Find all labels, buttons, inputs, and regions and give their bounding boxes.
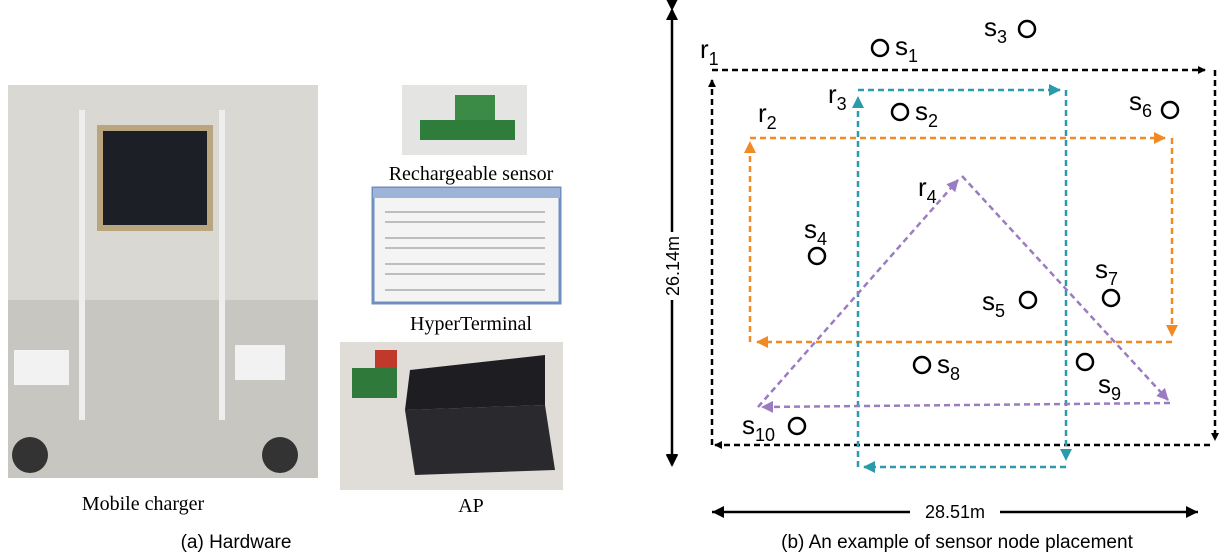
sensor-label-name: s — [804, 214, 817, 244]
route-label-index: 1 — [709, 49, 719, 69]
route-label-index: 2 — [767, 113, 777, 133]
sensor-node — [1162, 102, 1178, 118]
route-label-name: r — [918, 172, 927, 202]
sensor-node — [1020, 292, 1036, 308]
sensor-label-name: s — [1129, 86, 1142, 116]
sensor-label: s4 — [804, 214, 827, 249]
sensor-label-index: 1 — [908, 46, 918, 66]
subfigure-caption: (b) An example of sensor node placement — [781, 532, 1133, 553]
photo-caption: HyperTerminal — [410, 313, 532, 335]
sensor-label: s6 — [1129, 86, 1152, 121]
width-label: 28.51m — [925, 502, 985, 522]
sensor-label-name: s — [742, 410, 755, 440]
arrow-heads — [666, 8, 1198, 518]
photo-caption: AP — [458, 495, 484, 517]
sensor-label-index: 5 — [995, 301, 1005, 321]
sensor-node — [1103, 290, 1119, 306]
sensor-label-index: 7 — [1108, 269, 1118, 289]
sensor-label-name: s — [937, 349, 950, 379]
route-label: r2 — [758, 98, 777, 133]
route-label-name: r — [828, 79, 837, 109]
photo-hyperterminal — [373, 188, 560, 303]
sensor-node — [1019, 21, 1035, 37]
photo-mobile-charger — [8, 85, 318, 478]
sensor-label-name: s — [982, 286, 995, 316]
route-label: r1 — [700, 34, 719, 69]
photo-caption: Mobile charger — [82, 493, 205, 515]
sensor-label-index: 4 — [817, 229, 827, 249]
photo-caption: Rechargeable sensor — [389, 163, 554, 185]
route-label-name: r — [700, 34, 709, 64]
sensor-node — [789, 418, 805, 434]
sensor-label-name: s — [1095, 254, 1108, 284]
sensor-node — [914, 357, 930, 373]
height-label: 26.14m — [663, 236, 683, 296]
sensor-node — [809, 248, 825, 264]
photo-rechargeable-sensor — [402, 85, 527, 155]
sensor-label: s5 — [982, 286, 1005, 321]
sensor-node — [1077, 354, 1093, 370]
subfigure-caption: (a) Hardware — [181, 532, 292, 553]
sensor-label: s2 — [915, 96, 938, 131]
sensor-label: s9 — [1098, 369, 1121, 404]
sensor-label: s7 — [1095, 254, 1118, 289]
sensor-node — [872, 40, 888, 56]
sensor-label-name: s — [915, 96, 928, 126]
sensor-node — [892, 104, 908, 120]
sensor-label-index: 9 — [1111, 384, 1121, 404]
sensor-label: s8 — [937, 349, 960, 384]
sensor-label-name: s — [984, 12, 997, 42]
route-r1 — [712, 70, 1215, 445]
sensor-label: s10 — [742, 410, 775, 445]
route-label: r3 — [828, 79, 847, 114]
route-label-name: r — [758, 98, 767, 128]
figure: Mobile charger Rechargeable sensor Hyper… — [0, 0, 1229, 557]
route-r3 — [858, 90, 1066, 467]
route-label: r4 — [918, 172, 937, 207]
sensor-label: s1 — [895, 31, 918, 66]
route-label-index: 4 — [927, 187, 937, 207]
sensor-label-index: 3 — [997, 27, 1007, 47]
sensor-label-name: s — [895, 31, 908, 61]
sensor-label-index: 8 — [950, 364, 960, 384]
sensor-label-index: 2 — [928, 111, 938, 131]
photo-ap — [340, 342, 563, 490]
route-label-index: 3 — [837, 94, 847, 114]
sensor-label-index: 10 — [755, 425, 775, 445]
sensor-label: s3 — [984, 12, 1007, 47]
sensor-label-name: s — [1098, 369, 1111, 399]
sensor-label-index: 6 — [1142, 101, 1152, 121]
